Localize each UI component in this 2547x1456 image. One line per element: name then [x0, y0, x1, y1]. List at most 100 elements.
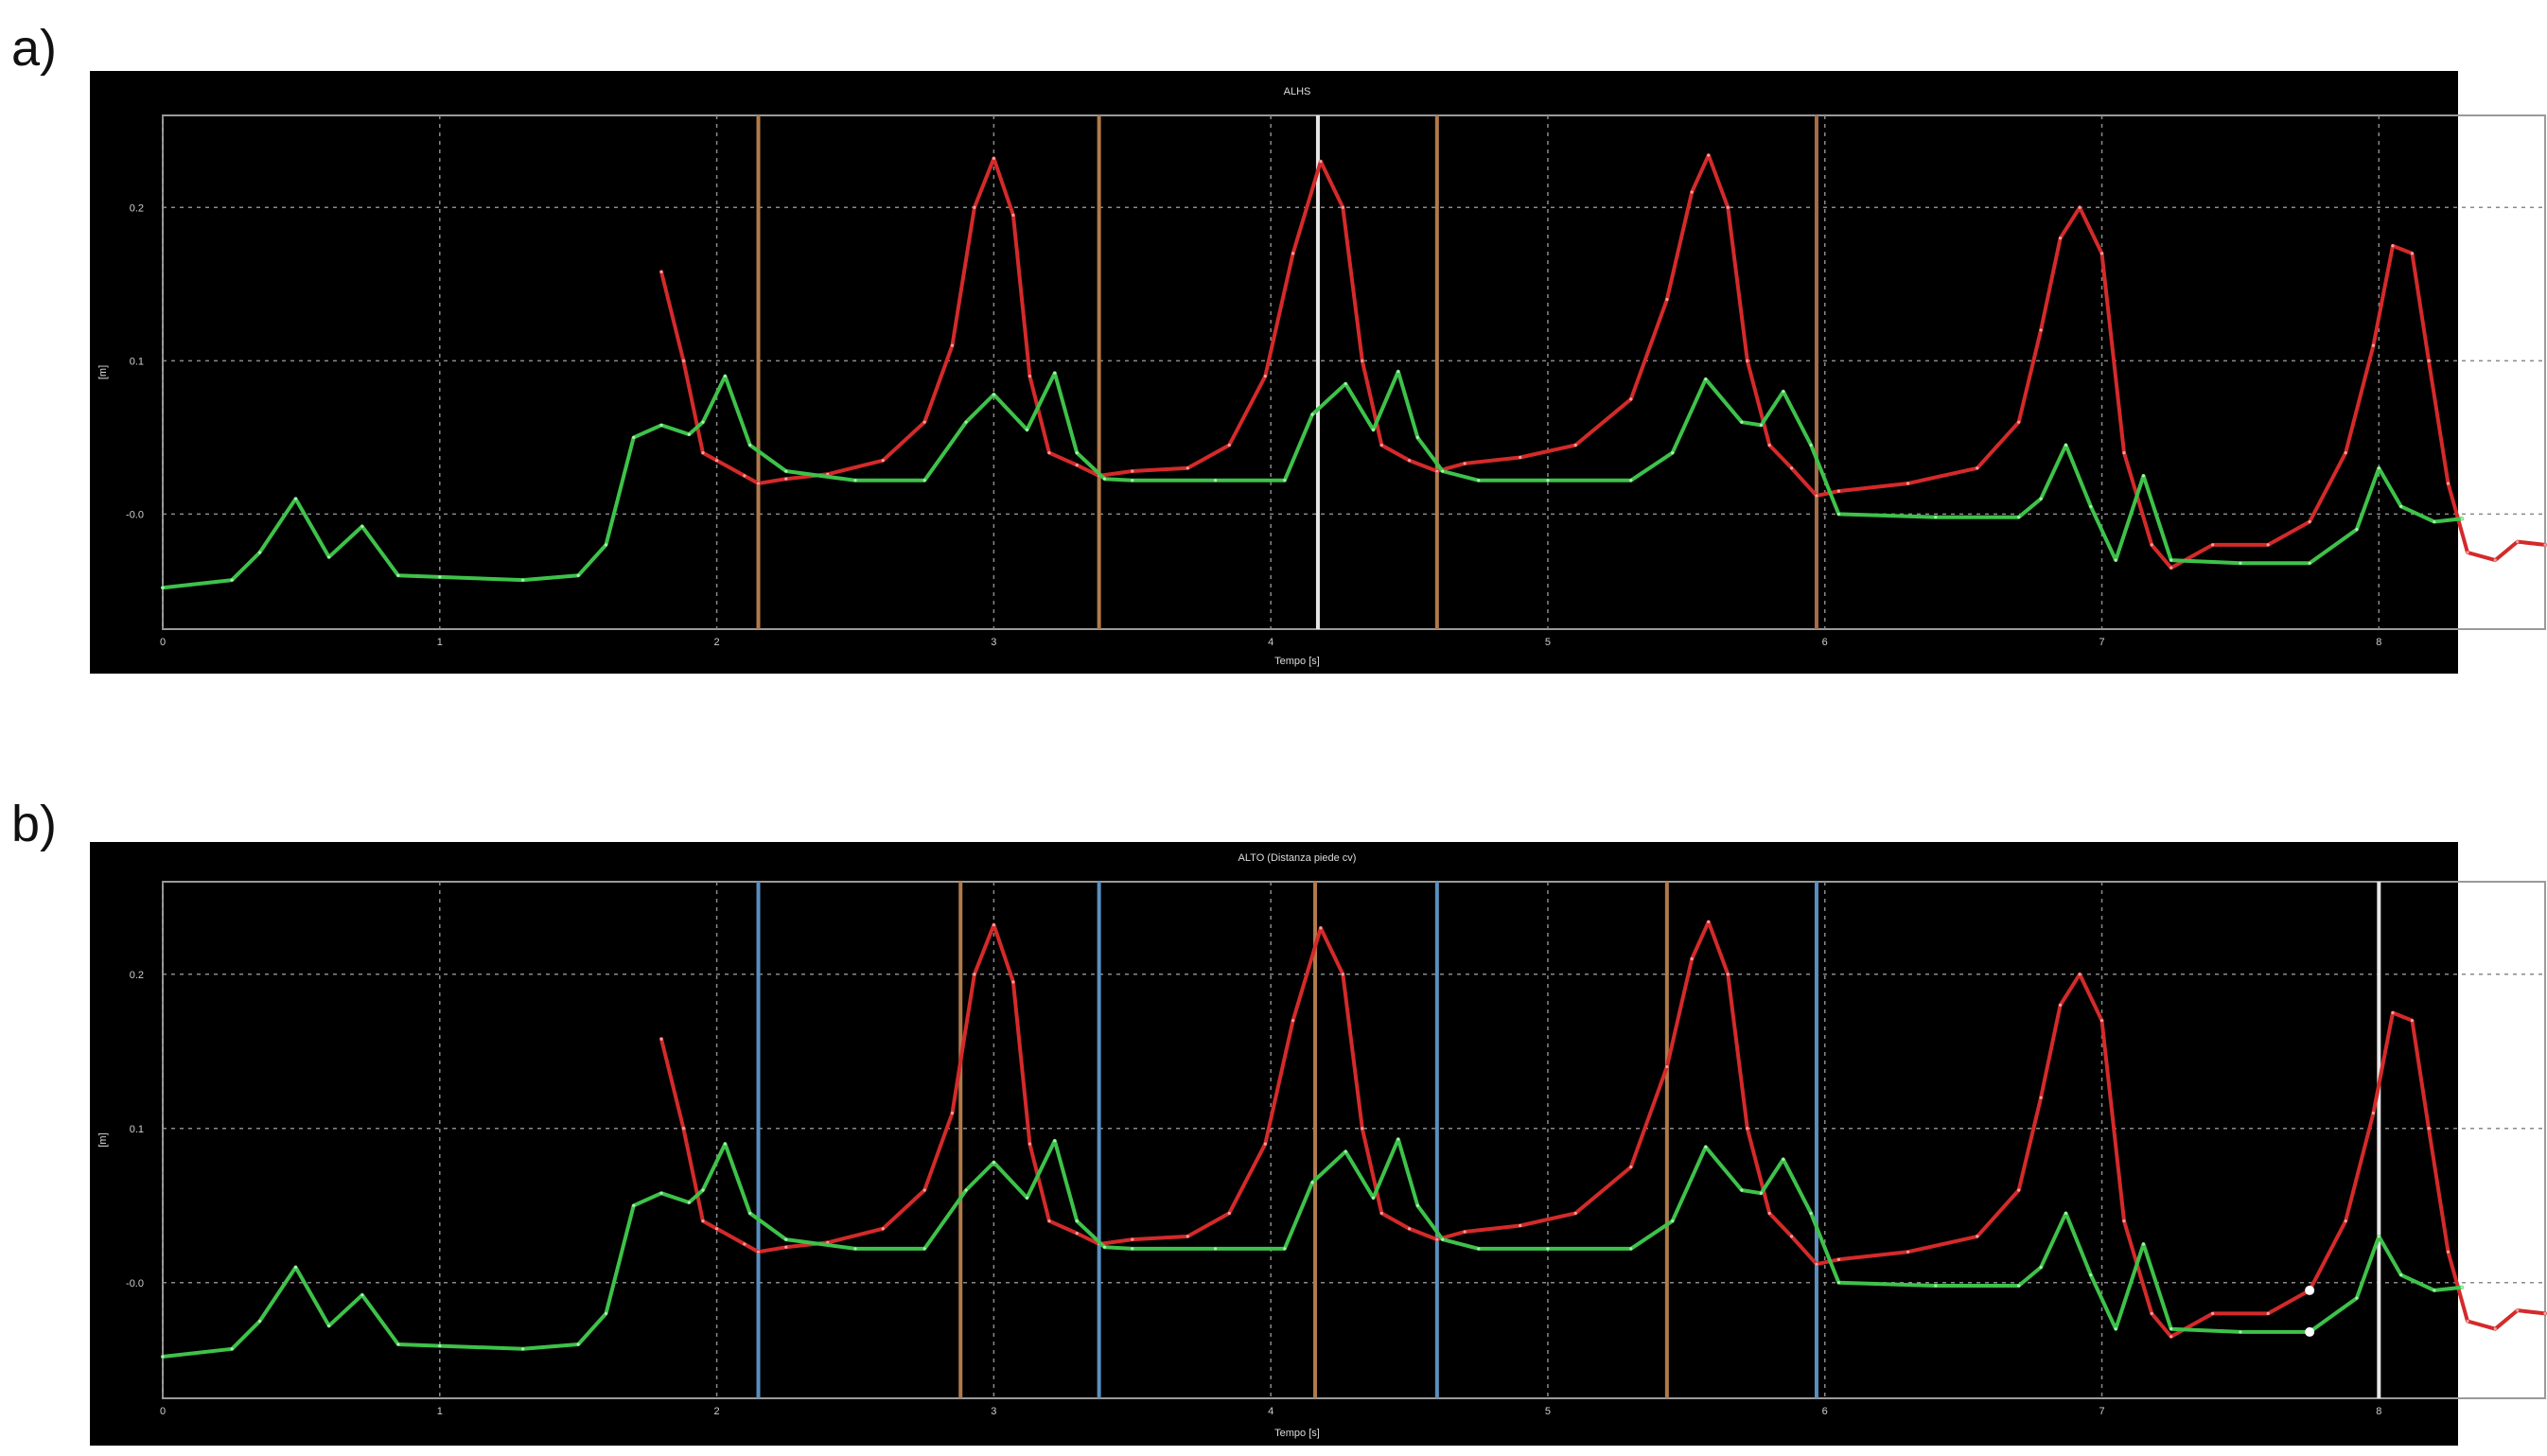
x-tick-label: 6	[1822, 637, 1828, 648]
red-series-point	[2078, 973, 2082, 976]
green-series-point	[1477, 479, 1481, 482]
red-series-point	[1767, 1211, 1771, 1216]
green-series-point	[964, 1188, 968, 1192]
x-axis-label: Tempo [s]	[1274, 656, 1320, 667]
x-tick-label: 8	[2376, 1406, 2381, 1417]
red-series-point	[1341, 973, 1344, 976]
red-series-point	[2446, 482, 2450, 485]
green-series-point	[1075, 1219, 1079, 1223]
red-series-point	[1976, 466, 1979, 470]
green-series-point	[2239, 561, 2242, 565]
green-series-point	[2089, 504, 2093, 508]
green-series-point	[604, 543, 608, 547]
red-series-point	[701, 450, 705, 455]
green-series-point	[1053, 371, 1057, 375]
red-series-point	[1186, 466, 1189, 470]
red-series-point	[2122, 450, 2126, 455]
x-tick-label: 3	[991, 637, 996, 648]
green-series-point	[604, 1311, 608, 1315]
green-series-point	[230, 1347, 234, 1351]
green-series-point	[964, 420, 968, 424]
green-series-point	[2064, 1211, 2068, 1216]
red-series-point	[2371, 343, 2376, 347]
green-series-point	[1344, 1149, 1347, 1153]
green-series-point	[2039, 497, 2043, 500]
green-series-point	[2377, 466, 2380, 470]
red-series-point	[2099, 1019, 2104, 1023]
green-series-point	[396, 573, 400, 577]
red-series-point	[1291, 252, 1295, 255]
green-series-point	[1934, 1284, 1938, 1288]
red-series-point	[1047, 1219, 1051, 1223]
green-series-point	[1283, 479, 1287, 482]
red-series-point	[1075, 1232, 1079, 1236]
green-series-point	[1629, 1247, 1633, 1251]
red-series-point	[2169, 1335, 2173, 1339]
green-series-point	[1441, 469, 1445, 473]
green-series-point	[1025, 1196, 1029, 1200]
green-series-point	[438, 575, 442, 579]
red-series-point	[1665, 1064, 1669, 1069]
red-series-point	[1379, 1211, 1383, 1216]
red-series-point	[1707, 153, 1711, 157]
y-tick-label: 0.2	[130, 202, 144, 214]
red-series-point	[922, 420, 926, 424]
red-series-point	[2543, 1311, 2547, 1315]
red-series-point	[2266, 1311, 2270, 1315]
green-series-point	[2141, 474, 2146, 478]
green-series-point	[701, 1188, 705, 1192]
red-series-point	[1519, 455, 1522, 460]
green-series-point	[257, 1319, 262, 1324]
y-tick-label: 0.1	[130, 356, 144, 367]
green-series-point	[2169, 1327, 2173, 1331]
red-series-point	[2039, 1096, 2043, 1099]
red-series-point	[1341, 205, 1344, 209]
x-tick-label: 0	[160, 1406, 166, 1417]
green-series-point	[1396, 370, 1400, 374]
green-series-point	[784, 1237, 788, 1241]
x-tick-label: 2	[714, 637, 720, 648]
green-series-point	[360, 1293, 364, 1297]
green-series-point	[1310, 1181, 1314, 1184]
plot-background	[90, 71, 2458, 674]
green-series-point	[2089, 1273, 2093, 1277]
green-series-point	[2460, 1286, 2464, 1289]
red-series-point	[992, 923, 995, 927]
red-series-point	[2122, 1219, 2126, 1223]
red-series-point	[1690, 956, 1694, 961]
green-series-point	[1704, 1145, 1708, 1149]
x-tick-label: 4	[1268, 1406, 1274, 1417]
red-series-point	[2099, 252, 2104, 255]
x-tick-label: 7	[2099, 1406, 2104, 1417]
red-series-point	[2150, 1311, 2153, 1315]
green-series-line	[161, 1137, 2465, 1359]
red-series-point	[1263, 374, 1267, 378]
x-tick-label: 1	[437, 637, 443, 648]
red-series-point	[1291, 1019, 1295, 1023]
red-series-point	[1726, 973, 1730, 976]
red-series-point	[2017, 1188, 2021, 1192]
red-series-point	[1906, 1250, 1910, 1254]
green-series-point	[521, 1347, 525, 1351]
red-series-point	[2516, 1308, 2520, 1312]
red-series-point	[1028, 1142, 1032, 1146]
green-series-point	[2114, 558, 2117, 562]
green-series-point	[922, 1247, 926, 1251]
red-series-point	[1227, 1211, 1231, 1216]
y-tick-label: 0.2	[130, 970, 144, 981]
green-series-point	[2355, 1296, 2359, 1300]
red-series-point	[2078, 205, 2082, 209]
red-series-point	[881, 459, 885, 463]
red-series-point	[2410, 1019, 2415, 1023]
red-series-point	[714, 1227, 719, 1231]
green-series-point	[748, 443, 752, 447]
red-series-point	[973, 205, 976, 209]
x-tick-label: 2	[714, 1406, 720, 1417]
red-series-point	[1976, 1235, 1979, 1238]
panel-b-label: b)	[11, 796, 58, 852]
red-series-point	[2427, 1127, 2431, 1131]
plot-background	[90, 842, 2458, 1446]
red-series-point	[1011, 213, 1015, 217]
red-series-point	[1690, 190, 1694, 194]
